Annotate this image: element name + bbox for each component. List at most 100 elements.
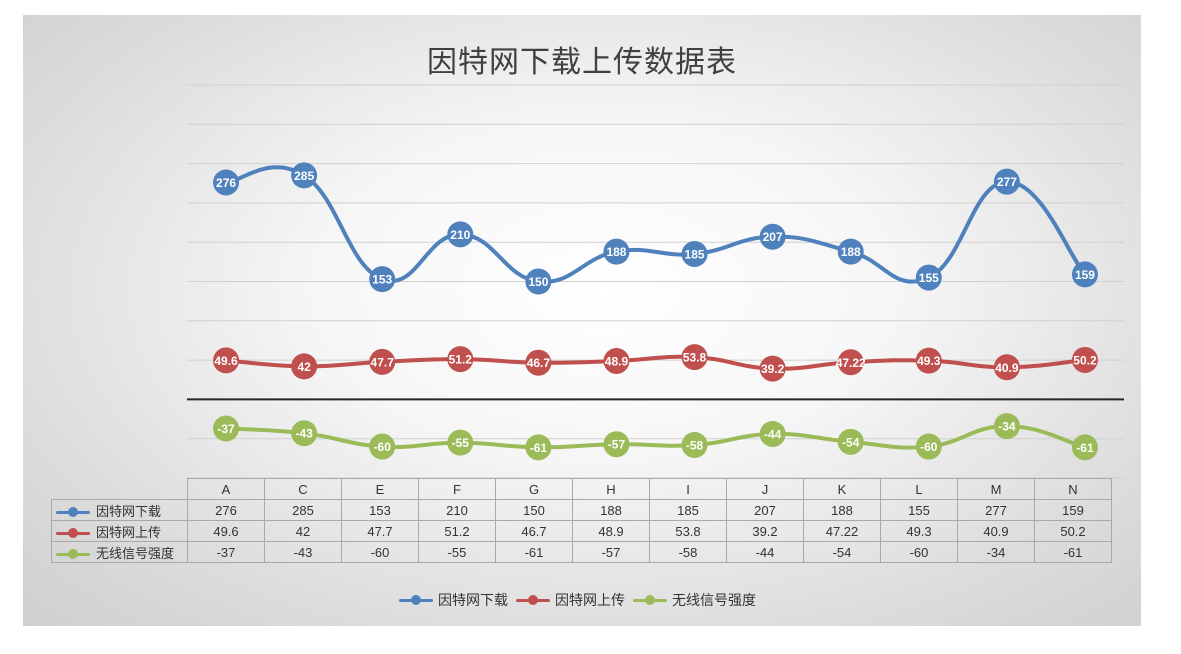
table-cell: 40.9 [957, 520, 1035, 542]
data-point: 53.8 [681, 344, 708, 371]
data-label: -61 [1076, 441, 1094, 455]
point-marker [837, 349, 864, 376]
data-point: 150 [525, 268, 552, 295]
data-point: 49.6 [213, 347, 240, 374]
data-point: 51.2 [447, 346, 474, 373]
data-label: -54 [842, 435, 860, 449]
data-label: 39.2 [761, 362, 785, 376]
series-key-icon [397, 594, 435, 606]
table-cell: -55 [418, 541, 496, 563]
table-cell: 155 [880, 499, 958, 521]
data-label: 53.8 [683, 351, 707, 365]
data-label: 47.22 [836, 356, 866, 370]
point-marker [759, 223, 786, 250]
point-marker [369, 266, 396, 293]
point-marker [915, 433, 942, 460]
point-marker [213, 415, 240, 442]
table-category-header: N [1034, 478, 1112, 500]
table-cell: -60 [341, 541, 419, 563]
data-label: -60 [920, 440, 938, 454]
table-row: 因特网上传 49.6 42 47.7 51.2 46.7 48.9 53.8 39.2 47.22… [51, 520, 1112, 542]
table-cell: 39.2 [726, 520, 804, 542]
data-point: 159 [1071, 261, 1098, 288]
data-point: -54 [837, 428, 864, 455]
table-cell: 50.2 [1034, 520, 1112, 542]
data-point: 40.9 [993, 354, 1020, 381]
table-row: 无线信号强度 -37 -43 -60 -55 -61 -57 -58 -44 -54 -60 -34-… [51, 541, 1112, 563]
data-label: 42 [297, 360, 311, 374]
point-marker [837, 428, 864, 455]
table-cell: 46.7 [495, 520, 573, 542]
data-point: 155 [915, 264, 942, 291]
gridlines [187, 84, 1124, 479]
data-point: 50.2 [1071, 346, 1098, 373]
table-series-name: 无线信号强度 [51, 541, 188, 563]
point-marker [915, 347, 942, 374]
point-marker [369, 348, 396, 375]
data-label: 48.9 [605, 354, 629, 368]
data-point: -61 [1071, 434, 1098, 461]
point-marker [681, 431, 708, 458]
table-cell: -37 [187, 541, 265, 563]
table-cell: 150 [495, 499, 573, 521]
series-lines [224, 165, 1087, 450]
data-label: 150 [528, 275, 548, 289]
table-cell: -58 [649, 541, 727, 563]
table-body: 因特网下载 276 285 153 210 150 188 185 207 188 155 277 15… [51, 499, 1112, 563]
data-label: 188 [606, 245, 626, 259]
data-label: 46.7 [527, 356, 551, 370]
data-label: 155 [919, 271, 939, 285]
table-category-header: L [880, 478, 958, 500]
data-point: -61 [525, 434, 552, 461]
legend: 因特网下载 因特网上传 无线信号强度 [397, 588, 762, 612]
data-label: 50.2 [1073, 353, 1097, 367]
point-marker [525, 268, 552, 295]
data-point: 39.2 [759, 355, 786, 382]
point-marker [759, 355, 786, 382]
table-cell: 210 [418, 499, 496, 521]
data-point: 49.3 [915, 347, 942, 374]
table-row: 因特网下载 276 285 153 210 150 188 185 207 188 155 277 15… [51, 499, 1112, 521]
data-point: 285 [291, 162, 318, 189]
data-point: 46.7 [525, 349, 552, 376]
table-cell: 185 [649, 499, 727, 521]
data-point: -34 [993, 413, 1020, 440]
point-marker [291, 420, 318, 447]
data-point: 277 [993, 168, 1020, 195]
point-marker [993, 413, 1020, 440]
data-point: 47.22 [836, 349, 866, 376]
data-point: -58 [681, 431, 708, 458]
point-marker [1071, 434, 1098, 461]
data-point: 47.7 [369, 348, 396, 375]
table-category-header: K [803, 478, 881, 500]
table-category-header: J [726, 478, 804, 500]
table-category-header: I [649, 478, 727, 500]
point-marker [291, 162, 318, 189]
point-marker [915, 264, 942, 291]
data-label: -55 [452, 436, 470, 450]
table-category-header: H [572, 478, 650, 500]
table-cell: 49.3 [880, 520, 958, 542]
point-marker [603, 238, 630, 265]
table-cell: 276 [187, 499, 265, 521]
table-cell: 159 [1034, 499, 1112, 521]
data-point: -57 [603, 431, 630, 458]
table-cell: -44 [726, 541, 804, 563]
table-cell: -34 [957, 541, 1035, 563]
series-key-icon [514, 594, 552, 606]
point-marker [291, 353, 318, 380]
chart-plot: 276 285 153 210 150 188 185 207 188 155 277 159 49.6… [187, 84, 1124, 479]
table-cell: 42 [264, 520, 342, 542]
series-key-icon [631, 594, 669, 606]
legend-item: 因特网下载 [397, 590, 508, 610]
table-cell: 188 [572, 499, 650, 521]
data-label: 47.7 [371, 355, 395, 369]
chart-title: 因特网下载上传数据表 [427, 45, 737, 80]
data-point: -37 [213, 415, 240, 442]
point-marker [837, 238, 864, 265]
table-category-header: F [418, 478, 496, 500]
table-cell: 153 [341, 499, 419, 521]
point-marker [681, 240, 708, 267]
